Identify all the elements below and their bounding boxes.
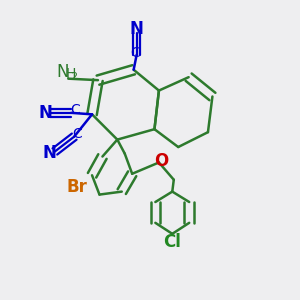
Text: C: C — [72, 127, 82, 141]
Text: N: N — [38, 104, 52, 122]
Text: Cl: Cl — [164, 233, 181, 251]
Text: N: N — [57, 63, 69, 81]
Text: C: C — [130, 46, 140, 60]
Text: 2: 2 — [70, 72, 77, 82]
Text: Br: Br — [67, 178, 88, 196]
Text: H: H — [65, 67, 76, 81]
Text: N: N — [130, 20, 144, 38]
Text: C: C — [70, 103, 80, 118]
Text: N: N — [43, 144, 56, 162]
Text: O: O — [154, 152, 168, 170]
